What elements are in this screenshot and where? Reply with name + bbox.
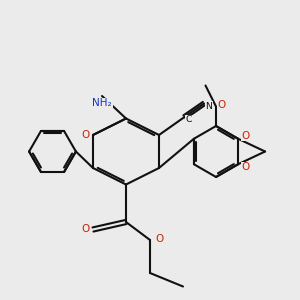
- Text: C: C: [186, 116, 193, 124]
- Text: O: O: [155, 233, 164, 244]
- Text: O: O: [242, 162, 250, 172]
- Text: NH₂: NH₂: [92, 98, 112, 109]
- Text: O: O: [81, 130, 90, 140]
- Text: O: O: [218, 100, 226, 110]
- Text: N: N: [206, 102, 212, 111]
- Text: O: O: [82, 224, 90, 235]
- Text: O: O: [242, 131, 250, 141]
